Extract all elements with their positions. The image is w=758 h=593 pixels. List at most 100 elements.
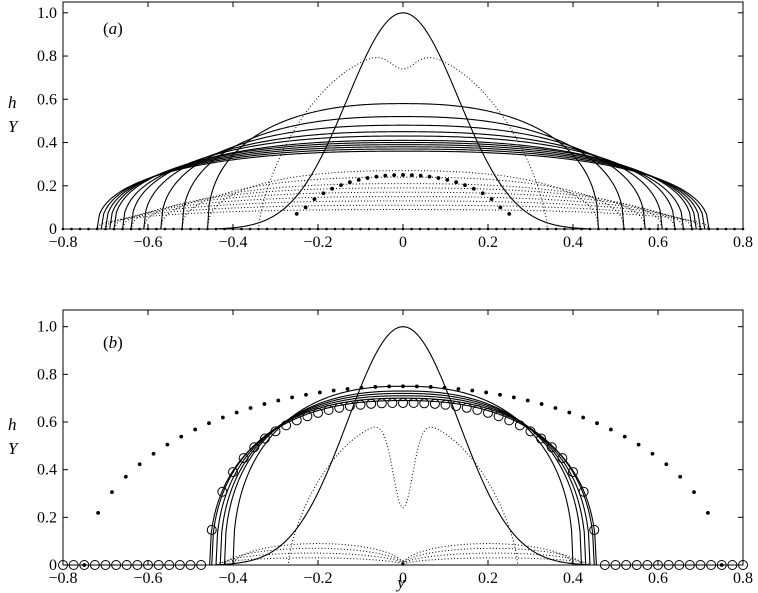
- panel-b-circle-marker: [355, 399, 366, 410]
- panel-b-circle-marker: [387, 398, 398, 409]
- panel-b-ytick-label: 0.4: [37, 462, 57, 479]
- panel-a-initial-Y-dot: [454, 180, 459, 185]
- panel-a-xtick-label: −0.2: [303, 234, 332, 251]
- panel-a-xtick-label: 0.2: [478, 234, 498, 251]
- panel-b-circle-marker: [398, 397, 408, 408]
- panel-b-initial-Y-dot: [248, 406, 253, 410]
- panel-b: −0.8 −0.6 −0.4 −0.2 0 0.2 0.4 0.6 0.8 0 0.2 0.4 0.6 0…: [8, 309, 753, 592]
- panel-b-initial-Y-dot: [622, 434, 627, 439]
- panel-a-ytick-label: 0.6: [37, 91, 57, 108]
- panel-b-initial-Y-dot: [373, 385, 378, 389]
- panel-b-initial-Y-dot: [567, 410, 572, 415]
- panel-b-initial-Y-dot: [331, 388, 336, 393]
- panel-b-circle-marker: [259, 433, 270, 444]
- panel-a-ytick-label: 1.0: [37, 5, 57, 22]
- panel-b-circle-marker: [461, 402, 472, 413]
- panel-a-Y-profile: [63, 191, 743, 230]
- panel-b-circle-marker: [270, 426, 281, 437]
- panel-b-Y-profile: [63, 426, 743, 566]
- panel-a-initial-Y-dot: [427, 174, 432, 179]
- panel-b-circle-marker: [525, 426, 536, 437]
- panel-a-h-profile: [63, 103, 743, 230]
- panel-a-Y-profile: [63, 200, 743, 230]
- panel-b-initial-Y-dot: [359, 385, 364, 390]
- panel-a-initial-Y-dot: [303, 205, 308, 210]
- panel-b-xtick-label: 0.2: [478, 570, 498, 587]
- panel-b-initial-Y-dot: [207, 421, 211, 426]
- panel-b-circle-marker: [376, 398, 387, 409]
- panel-b-circle-marker: [313, 407, 323, 418]
- panel-b-xtick-label: 0.8: [733, 570, 753, 587]
- panel-b-circle-marker: [334, 402, 345, 413]
- panel-b-ytick-label: 1.0: [37, 319, 57, 336]
- panel-a-initial-Y-dot: [445, 177, 450, 182]
- panel-a-Y-profile: [63, 170, 743, 230]
- panel-a-h-profile: [63, 144, 743, 230]
- panel-b-circle-marker: [483, 407, 493, 418]
- panel-a-ytick-label: 0.8: [37, 48, 57, 65]
- panel-b-xtick-label: 0.6: [648, 570, 668, 587]
- panel-a-h-profile: [63, 12, 743, 230]
- panel-b-initial-Y-dot: [179, 434, 184, 439]
- panel-b-ytick-label: 0.8: [37, 366, 57, 383]
- panel-b-initial-Y-dot: [290, 395, 295, 400]
- panel-b-xtick-label: 0: [399, 570, 407, 587]
- panel-b-circle-marker: [238, 453, 249, 464]
- panel-b-initial-Y-dot: [595, 421, 599, 426]
- panel-b-initial-Y-dot: [345, 387, 350, 391]
- panel-a-xtick-label: 0.4: [563, 234, 583, 251]
- panel-b-circle-marker: [568, 467, 578, 478]
- panel-b-h-profile: [63, 400, 743, 566]
- panel-b-label: (b): [103, 333, 123, 352]
- panel-b-xtick-label: −0.8: [48, 570, 77, 587]
- panel-a-initial-Y-dot: [294, 211, 299, 216]
- panel-b-circle-marker: [302, 411, 313, 422]
- panel-a-initial-Y-dot: [347, 180, 352, 185]
- panel-b-circle-marker: [281, 420, 292, 431]
- panel-b-initial-Y-dot: [484, 390, 489, 395]
- panel-b-h-profile: [63, 385, 743, 566]
- panel-b-circle-marker: [291, 415, 302, 426]
- panel-b-initial-Y-dot: [220, 415, 225, 420]
- panel-b-initial-Y-dot: [470, 388, 475, 393]
- panel-b-circle-marker: [589, 524, 600, 535]
- panel-b-initial-Y-dot: [636, 442, 641, 447]
- panel-b-circle-marker: [546, 442, 557, 453]
- panel-a-ticks: −0.8 −0.6 −0.4 −0.2 0 0.2 0.4 0.6 0.8 0 0.2 0.4 0.6 0…: [37, 2, 753, 251]
- panel-a-initial-Y-dot: [401, 173, 405, 177]
- panel-b-initial-Y-dot: [678, 474, 683, 479]
- panel-a-initial-Y-dot: [383, 173, 388, 178]
- panel-b-ylabel-h: h: [8, 415, 17, 434]
- panel-b-circle-marker: [514, 420, 525, 431]
- panel-a-h-profile: [63, 146, 743, 230]
- panel-b-circle-marker: [472, 405, 483, 416]
- panel-b-xtick-label: 0.4: [563, 570, 583, 587]
- panel-a-initial-Y-dot: [365, 176, 370, 180]
- panel-b-initial-Y-dot: [511, 395, 516, 400]
- panel-b-ytick-label: 0: [49, 557, 57, 574]
- panel-b-initial-Y-dot: [414, 384, 419, 389]
- panel-b-initial-Y-dot: [498, 392, 502, 397]
- panel-b-circle-marker: [557, 453, 568, 464]
- panel-b-initial-Y-dot: [581, 415, 586, 420]
- panel-b-initial-Y-dot: [151, 451, 156, 456]
- panel-b-initial-Y-dot: [692, 490, 696, 494]
- panel-a-initial-Y-dot: [330, 186, 335, 191]
- panel-a-h-profile: [63, 150, 743, 230]
- panel-a-h-profile: [63, 131, 743, 230]
- panel-a-initial-Y-dot: [436, 176, 441, 180]
- panel-b-h-profile: [63, 390, 743, 566]
- panel-b-circle-marker: [429, 398, 440, 409]
- panel-b-h-profile: [63, 395, 743, 566]
- panel-a-ytick-label: 0: [49, 221, 57, 238]
- panel-b-frame: [62, 309, 744, 566]
- panel-a-Y-profile: [63, 183, 743, 230]
- panel-b-initial-Y-dot: [608, 427, 613, 432]
- panel-b-circle-marker: [504, 415, 515, 426]
- panel-a-initial-Y-dot: [321, 191, 326, 196]
- panel-a-h-profile: [63, 124, 743, 230]
- panel-a-xtick-label: 0.8: [733, 234, 753, 251]
- panel-b-xtick-label: −0.2: [303, 570, 332, 587]
- panel-b-initial-Y-dot: [304, 392, 308, 397]
- panel-b-initial-Y-dot: [137, 462, 142, 467]
